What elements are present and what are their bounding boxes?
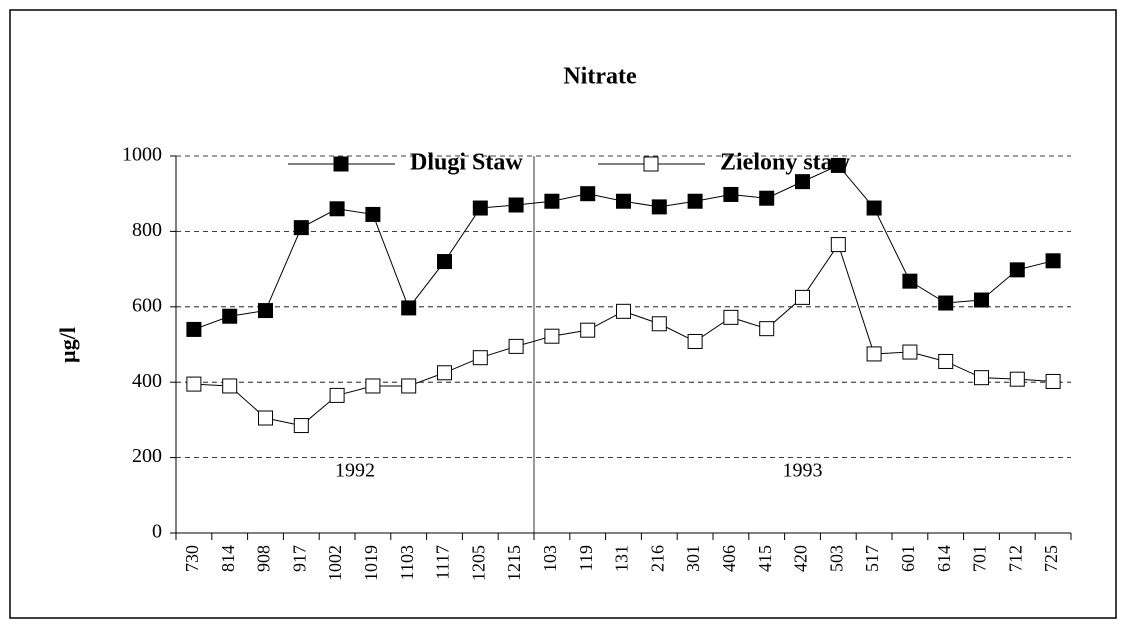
marker [866, 346, 882, 362]
marker [437, 365, 452, 381]
x-tick-label: 517 [862, 545, 882, 572]
x-tick-label: 1019 [361, 545, 381, 581]
marker [258, 303, 273, 319]
y-tick-label: 0 [152, 521, 162, 543]
y-tick-label: 600 [132, 294, 162, 316]
marker [830, 157, 846, 173]
marker [472, 350, 488, 366]
marker [902, 273, 918, 289]
series-line [193, 243, 1054, 427]
x-tick-label: 730 [182, 545, 202, 572]
x-tick-label: 712 [1005, 545, 1025, 572]
marker [329, 387, 345, 403]
x-tick-label: 725 [1041, 545, 1061, 572]
x-tick-label: 420 [791, 545, 811, 572]
annotation: 1993 [783, 460, 823, 482]
marker [544, 193, 560, 209]
marker [186, 321, 202, 337]
marker [902, 344, 918, 360]
chart-title: Nitrate [563, 64, 637, 90]
marker [365, 206, 381, 222]
x-tick-label: 601 [898, 545, 918, 572]
marker [759, 190, 775, 206]
marker [508, 338, 524, 354]
marker [580, 186, 596, 202]
marker [759, 321, 775, 337]
marker [1009, 371, 1025, 387]
marker [544, 328, 560, 344]
marker [186, 376, 202, 392]
marker [437, 254, 452, 270]
x-tick-label: 415 [755, 545, 775, 572]
marker [580, 322, 596, 338]
legend-marker [333, 156, 349, 172]
x-tick-label: 1002 [325, 545, 345, 581]
annotation: 1992 [335, 460, 375, 482]
marker [293, 418, 309, 434]
marker [974, 370, 989, 386]
chart-border [9, 9, 1117, 619]
x-tick-label: 1117 [433, 545, 453, 580]
x-tick-label: 814 [218, 545, 238, 572]
marker [723, 309, 739, 325]
y-axis-label: µg/l [55, 327, 80, 363]
marker [723, 186, 739, 202]
marker [938, 295, 954, 311]
legend-marker [643, 156, 659, 172]
x-tick-label: 701 [970, 545, 990, 572]
marker [293, 220, 309, 236]
marker [616, 193, 631, 209]
marker [365, 378, 381, 394]
marker [687, 193, 703, 209]
x-tick-label: 614 [934, 545, 954, 572]
x-tick-label: 103 [540, 545, 560, 572]
marker [795, 289, 810, 305]
marker [974, 292, 989, 308]
marker [401, 300, 417, 316]
x-tick-label: 1103 [397, 545, 417, 580]
legend-label: Dlugi Staw [410, 150, 523, 176]
x-tick-label: 301 [683, 545, 703, 572]
marker [1045, 253, 1061, 269]
marker [651, 199, 667, 215]
y-tick-label: 1000 [122, 144, 162, 166]
marker [258, 410, 273, 426]
marker [938, 353, 954, 369]
marker [651, 316, 667, 332]
x-tick-label: 1215 [504, 545, 524, 581]
marker [1009, 262, 1025, 278]
marker [1045, 373, 1061, 389]
marker [830, 237, 846, 253]
y-tick-label: 200 [132, 445, 162, 467]
legend-label: Zielony staw [720, 150, 851, 176]
marker [401, 378, 417, 394]
x-tick-label: 503 [826, 545, 846, 572]
marker [472, 200, 488, 216]
marker [329, 201, 345, 217]
y-tick-label: 800 [132, 219, 162, 241]
marker [795, 174, 810, 190]
x-tick-label: 1205 [468, 545, 488, 581]
x-tick-label: 131 [612, 545, 632, 572]
x-tick-label: 216 [647, 545, 667, 572]
marker [687, 333, 703, 349]
x-tick-label: 917 [289, 545, 309, 572]
y-tick-label: 400 [132, 370, 162, 392]
marker [616, 303, 631, 319]
x-tick-label: 119 [576, 545, 596, 571]
x-tick-label: 908 [254, 545, 274, 572]
x-tick-label: 406 [719, 545, 739, 572]
marker [508, 197, 524, 213]
marker [222, 378, 238, 394]
marker [222, 308, 238, 324]
marker [866, 200, 882, 216]
